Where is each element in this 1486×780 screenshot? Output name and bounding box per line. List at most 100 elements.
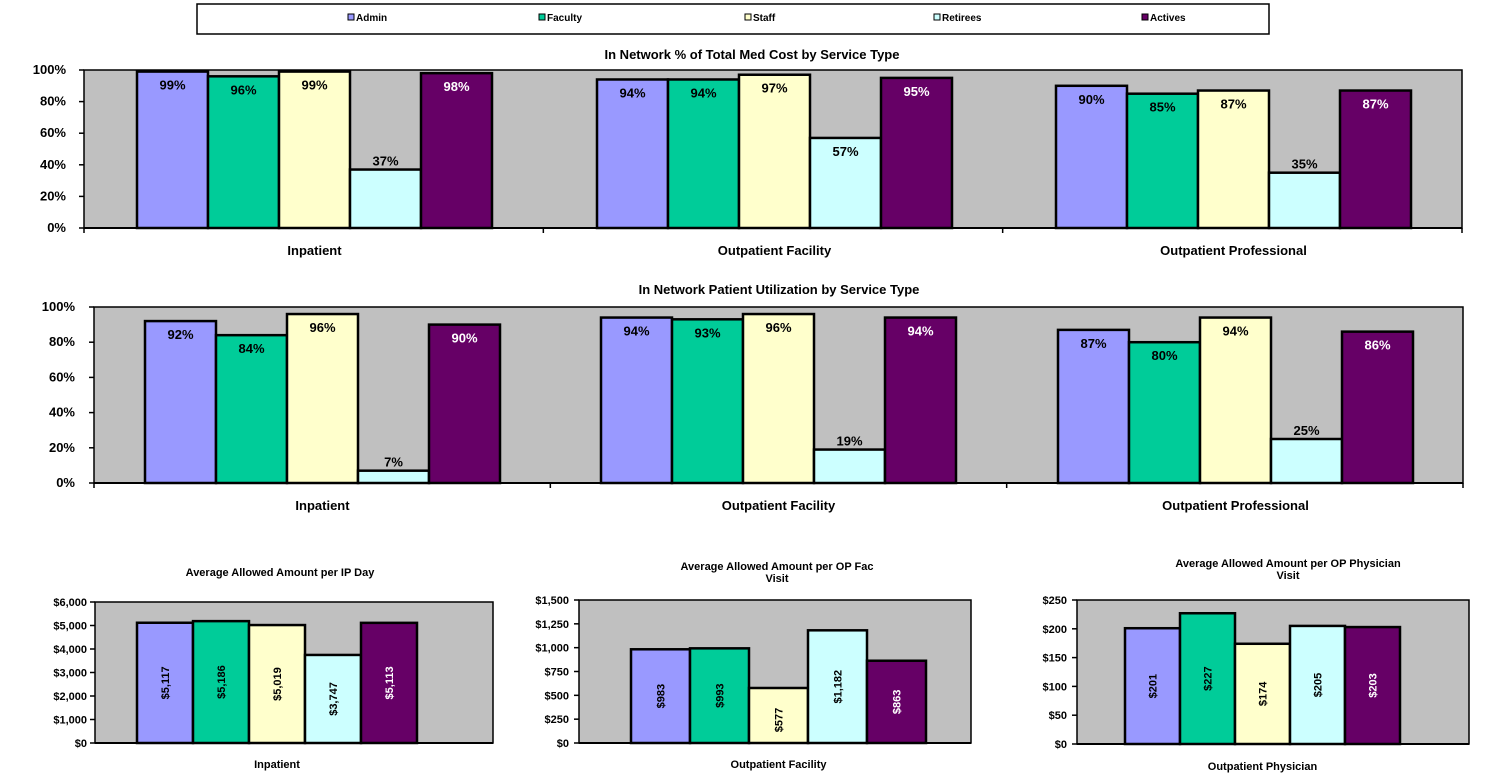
chart-title: Average Allowed Amount per IP Day: [186, 567, 376, 579]
bar-admin-outpatient-facility: [599, 316, 674, 485]
chart-0: In Network % of Total Med Cost by Servic…: [33, 47, 1463, 258]
bar-actives-outpatient-professional: [1340, 330, 1415, 485]
category-label: Inpatient: [254, 759, 300, 771]
y-tick-label: $500: [545, 690, 569, 702]
data-label: 86%: [1364, 338, 1390, 353]
bar-staff-outpatient-facility: [747, 686, 810, 745]
y-tick-label: 100%: [42, 299, 76, 314]
y-tick-label: $200: [1043, 624, 1067, 636]
data-label: $3,747: [328, 682, 340, 716]
data-label: 57%: [832, 144, 858, 159]
bar-admin-outpatient-professional: [1056, 328, 1131, 485]
bar-admin-outpatient-facility: [629, 648, 692, 745]
bar-staff-outpatient-professional: [1198, 316, 1273, 485]
legend-item-actives: Actives: [1141, 13, 1186, 24]
y-tick-label: 40%: [49, 405, 75, 420]
bar-retirees-outpatient-facility: [808, 136, 883, 230]
data-label: 84%: [238, 341, 264, 356]
data-label: 90%: [1078, 92, 1104, 107]
category-label: Outpatient Professional: [1160, 243, 1307, 258]
bar-faculty-inpatient: [214, 333, 289, 485]
chart-title: Average Allowed Amount per OP Physician V…: [1175, 558, 1401, 582]
legend-swatch-actives: [1141, 13, 1149, 21]
bar-actives-outpatient-professional: [1338, 89, 1413, 230]
y-tick-label: 0%: [56, 475, 75, 490]
y-tick-label: 20%: [40, 188, 66, 203]
data-label: $5,186: [216, 665, 228, 699]
data-label: $577: [774, 708, 786, 732]
data-label: 96%: [309, 320, 335, 335]
bar-actives-inpatient: [427, 323, 502, 485]
data-label: 35%: [1291, 157, 1317, 172]
category-label: Outpatient Professional: [1162, 498, 1309, 513]
y-tick-label: 40%: [40, 157, 66, 172]
bar-retirees-inpatient: [303, 653, 363, 745]
data-label: $174: [1258, 681, 1270, 706]
y-tick-label: 60%: [40, 125, 66, 140]
y-tick-label: $0: [75, 738, 87, 750]
category-label: Outpatient Facility: [731, 759, 828, 771]
legend-label-staff: Staff: [753, 13, 776, 24]
bar-faculty-inpatient: [206, 75, 281, 230]
data-label: 7%: [384, 455, 403, 470]
data-label: $5,113: [384, 666, 396, 699]
bar-actives-outpatient-facility: [879, 76, 954, 230]
bar-admin-outpatient-professional: [1054, 84, 1129, 230]
y-tick-label: $150: [1043, 653, 1067, 665]
y-tick-label: $2,000: [53, 691, 87, 703]
y-tick-label: $1,250: [535, 619, 569, 631]
bar-admin-inpatient: [135, 621, 195, 745]
y-tick-label: $100: [1043, 681, 1067, 693]
data-label: 99%: [159, 78, 185, 93]
category-label: Outpatient Facility: [722, 498, 836, 513]
bar-staff-outpatient-professional: [1196, 89, 1271, 230]
bar-actives-outpatient-facility: [883, 316, 958, 485]
data-label: $201: [1148, 674, 1160, 698]
legend-label-actives: Actives: [1150, 13, 1186, 24]
legend-swatch-retirees: [933, 13, 941, 21]
chart-1: In Network Patient Utilization by Servic…: [42, 282, 1464, 513]
bar-faculty-outpatient-facility: [666, 78, 741, 230]
chart-2: Average Allowed Amount per IP Day $0 $1,00…: [53, 567, 494, 771]
bar-actives-outpatient-facility: [865, 659, 928, 745]
bar-faculty-outpatient-professional: [1125, 92, 1200, 230]
chart-3: Average Allowed Amount per OP Fac Visit $0…: [535, 561, 972, 771]
chart-title: In Network % of Total Med Cost by Servic…: [605, 47, 900, 62]
legend-item-staff: Staff: [744, 13, 776, 24]
y-tick-label: $1,000: [535, 643, 569, 655]
legend: Admin Faculty Staff Retirees Actives: [196, 3, 1270, 35]
y-tick-label: 80%: [40, 94, 66, 109]
category-label: Outpatient Facility: [718, 243, 832, 258]
data-label: 96%: [230, 82, 256, 97]
y-tick-label: $250: [1043, 595, 1067, 607]
data-label: $5,019: [272, 667, 284, 701]
bar-faculty-outpatient-facility: [670, 318, 745, 485]
data-label: $1,182: [833, 670, 845, 704]
y-tick-label: 0%: [47, 220, 66, 235]
y-tick-label: $6,000: [53, 597, 87, 609]
legend-swatch-staff: [744, 13, 752, 21]
legend-item-retirees: Retirees: [933, 13, 982, 24]
data-label: 98%: [443, 79, 469, 94]
data-label: 87%: [1080, 336, 1106, 351]
bar-actives-inpatient: [359, 621, 419, 745]
bar-actives-inpatient: [419, 71, 494, 230]
bar-actives-outpatient-physician: [1343, 625, 1402, 746]
legend-label-retirees: Retirees: [942, 13, 982, 24]
category-label: Inpatient: [295, 498, 350, 513]
legend-label-admin: Admin: [356, 13, 387, 24]
legend-label-faculty: Faculty: [547, 13, 582, 24]
data-label: 96%: [765, 320, 791, 335]
chart-title: In Network Patient Utilization by Servic…: [639, 282, 920, 297]
bar-admin-outpatient-facility: [595, 78, 670, 230]
y-tick-label: $250: [545, 714, 569, 726]
bar-retirees-outpatient-facility: [812, 448, 887, 485]
data-label: $205: [1313, 673, 1325, 697]
bar-staff-outpatient-facility: [741, 312, 816, 485]
data-label: 80%: [1151, 348, 1177, 363]
bar-faculty-outpatient-physician: [1178, 611, 1237, 746]
data-label: 37%: [372, 154, 398, 169]
y-tick-label: 20%: [49, 440, 75, 455]
